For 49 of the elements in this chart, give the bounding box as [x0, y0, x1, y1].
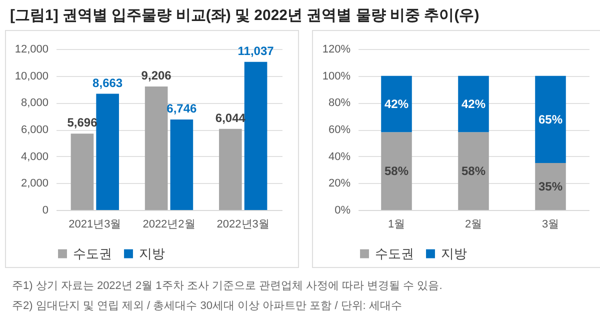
- x-tick-label: 2022년2월: [142, 218, 196, 230]
- y-tick-label: 6,000: [20, 124, 48, 136]
- data-label: 65%: [538, 112, 563, 126]
- y-tick-label: 2,000: [20, 178, 48, 190]
- y-tick-label: 100%: [322, 70, 351, 82]
- bar: [219, 128, 242, 210]
- y-tick-label: 12,000: [14, 44, 48, 56]
- x-tick-label: 2월: [464, 218, 482, 230]
- chart-title: [그림1] 권역별 입주물량 비교(좌) 및 2022년 권역별 물량 비중 추이(우): [10, 6, 480, 25]
- data-label: 58%: [384, 164, 409, 178]
- legend-label: 지방: [139, 246, 165, 261]
- text: 주2) 임대단지 및 연립 제외 / 총세대수 30세대 이상 아파트만 포함 / 단위: 세대수: [12, 299, 403, 314]
- y-tick-label: 0: [42, 204, 48, 216]
- bar: [458, 76, 489, 132]
- legend-label: 수도권: [73, 246, 112, 261]
- data-label: 42%: [461, 97, 486, 112]
- y-tick-label: 120%: [322, 44, 351, 56]
- bar: [458, 132, 489, 210]
- x-tick-label: 2022년3월: [216, 218, 270, 230]
- data-label: 42%: [384, 97, 409, 112]
- data-label: 9,206: [141, 68, 172, 82]
- legend-label: 수도권: [375, 246, 414, 261]
- text: 주1) 상기 자료는 2022년 2월 1주차 조사 기준으로 관련업체 사정에 따라 변경될 수 있음.: [12, 279, 442, 294]
- y-tick-label: 60%: [328, 124, 351, 136]
- bar: [70, 134, 94, 210]
- x-tick-label: 3월: [542, 218, 560, 230]
- bar: [96, 94, 119, 210]
- bar: [381, 76, 412, 132]
- data-label: 8,663: [92, 76, 123, 90]
- data-label: 6,746: [166, 101, 198, 116]
- y-tick-label: 80%: [328, 97, 351, 110]
- y-tick-label: 10,000: [14, 70, 48, 82]
- bar: [244, 62, 268, 210]
- data-label: 35%: [538, 180, 563, 194]
- data-label: 58%: [461, 164, 486, 178]
- bar: [535, 163, 566, 210]
- bar: [144, 86, 168, 210]
- legend-label: 지방: [441, 246, 467, 261]
- y-tick-label: 8,000: [20, 97, 48, 110]
- bar: [535, 76, 566, 164]
- y-tick-label: 40%: [328, 150, 351, 163]
- bar: [381, 132, 412, 210]
- y-tick-label: 4,000: [20, 150, 48, 163]
- y-tick-label: 0%: [334, 204, 351, 216]
- bar: [170, 119, 194, 210]
- data-label: 11,037: [238, 44, 274, 58]
- x-tick-label: 2021년3월: [68, 218, 122, 230]
- x-tick-label: 1월: [388, 218, 406, 230]
- y-tick-label: 20%: [328, 178, 351, 190]
